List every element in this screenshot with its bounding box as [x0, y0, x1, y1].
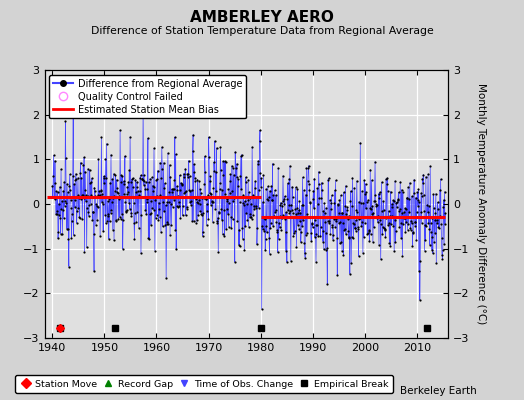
Text: Berkeley Earth: Berkeley Earth — [400, 386, 477, 396]
Legend: Difference from Regional Average, Quality Control Failed, Estimated Station Mean: Difference from Regional Average, Qualit… — [49, 75, 246, 118]
Legend: Station Move, Record Gap, Time of Obs. Change, Empirical Break: Station Move, Record Gap, Time of Obs. C… — [15, 375, 393, 393]
Text: AMBERLEY AERO: AMBERLEY AERO — [190, 10, 334, 25]
Y-axis label: Monthly Temperature Anomaly Difference (°C): Monthly Temperature Anomaly Difference (… — [476, 83, 486, 325]
Text: Difference of Station Temperature Data from Regional Average: Difference of Station Temperature Data f… — [91, 26, 433, 36]
